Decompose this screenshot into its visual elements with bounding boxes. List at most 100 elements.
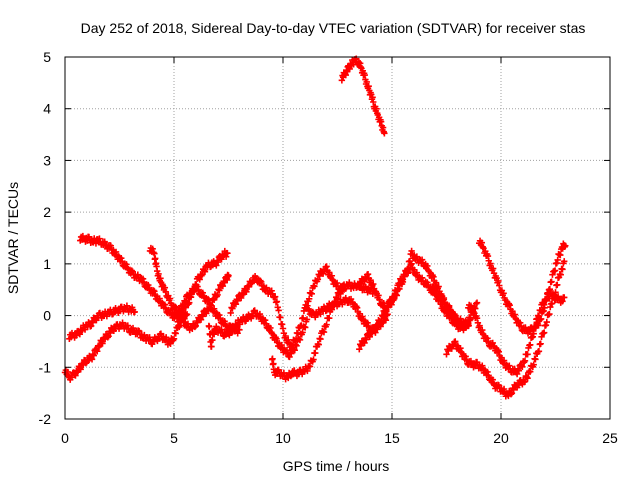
data-point: [166, 339, 173, 346]
data-point: [185, 294, 193, 302]
y-axis-label: SDTVAR / TECUs: [5, 182, 21, 294]
data-point: [445, 347, 452, 355]
data-point: [317, 335, 324, 343]
data-point: [484, 252, 492, 260]
data-point: [197, 316, 205, 323]
data-point: [298, 322, 305, 329]
data-point: [353, 304, 361, 312]
data-point: [562, 242, 569, 249]
data-layer: [61, 55, 569, 400]
data-point: [418, 256, 426, 263]
data-point: [131, 308, 138, 316]
data-point: [328, 272, 336, 279]
data-point: [546, 310, 553, 318]
data-point: [478, 239, 486, 246]
data-point: [395, 280, 402, 287]
data-point: [76, 330, 84, 338]
data-point: [128, 267, 135, 274]
data-point: [384, 303, 392, 311]
data-point: [270, 360, 277, 367]
y-tick-label: 1: [43, 256, 51, 272]
data-point: [225, 272, 232, 279]
data-point: [294, 330, 302, 337]
data-point: [473, 299, 481, 306]
x-tick-label: 15: [384, 430, 400, 446]
data-point: [559, 266, 566, 273]
data-point: [506, 302, 513, 309]
data-point: [495, 348, 503, 355]
data-point: [473, 314, 481, 322]
data-point: [370, 280, 377, 288]
data-point: [513, 370, 521, 378]
data-point: [424, 279, 431, 286]
data-point: [551, 267, 559, 274]
data-point: [191, 323, 199, 331]
data-point: [424, 262, 431, 270]
data-point: [535, 348, 543, 355]
data-point: [112, 248, 120, 256]
data-point: [532, 322, 539, 330]
data-point: [559, 298, 566, 305]
data-point: [299, 329, 306, 336]
data-point: [286, 353, 293, 361]
data-point: [373, 321, 380, 328]
data-series: [77, 232, 184, 326]
y-tick-label: 5: [43, 49, 51, 65]
data-point: [175, 322, 182, 330]
data-point: [176, 307, 184, 315]
data-point: [484, 335, 491, 342]
data-point: [218, 256, 225, 263]
data-point: [94, 348, 101, 355]
data-point: [172, 330, 179, 337]
data-point: [359, 313, 366, 320]
data-point: [509, 307, 516, 315]
y-tick-label: 2: [43, 204, 51, 220]
data-point: [364, 271, 372, 278]
data-series: [170, 271, 232, 334]
data-point: [231, 325, 238, 333]
data-point: [219, 282, 227, 290]
data-point: [479, 326, 486, 334]
data-point: [291, 347, 298, 354]
data-point: [312, 349, 319, 357]
data-point: [339, 287, 346, 294]
data-series: [476, 237, 569, 337]
data-point: [316, 272, 323, 280]
data-point: [290, 345, 298, 353]
y-tick-label: 4: [43, 101, 51, 117]
data-point: [500, 357, 508, 364]
data-point: [257, 277, 264, 284]
data-point: [166, 295, 174, 302]
data-point: [89, 319, 97, 326]
data-point: [430, 273, 437, 280]
data-point: [557, 251, 564, 259]
data-point: [90, 352, 97, 359]
data-point: [408, 247, 415, 255]
x-tick-label: 20: [493, 430, 509, 446]
data-point: [553, 259, 561, 267]
data-point: [323, 263, 330, 270]
data-point: [530, 330, 537, 337]
data-point: [88, 356, 96, 363]
data-point: [227, 309, 234, 317]
data-series: [428, 286, 474, 334]
data-point: [535, 312, 543, 320]
data-point: [310, 356, 317, 363]
data-point: [149, 245, 156, 253]
data-point: [72, 372, 79, 379]
data-point: [150, 249, 157, 256]
data-series: [465, 290, 568, 378]
data-point: [304, 302, 311, 309]
data-point: [93, 347, 100, 354]
data-point: [561, 258, 568, 265]
data-point: [337, 290, 344, 298]
data-point: [561, 294, 568, 301]
data-point: [135, 327, 143, 335]
data-point: [208, 302, 215, 309]
data-point: [538, 333, 545, 340]
data-point: [524, 351, 531, 358]
data-point: [462, 353, 469, 360]
data-point: [261, 317, 269, 324]
